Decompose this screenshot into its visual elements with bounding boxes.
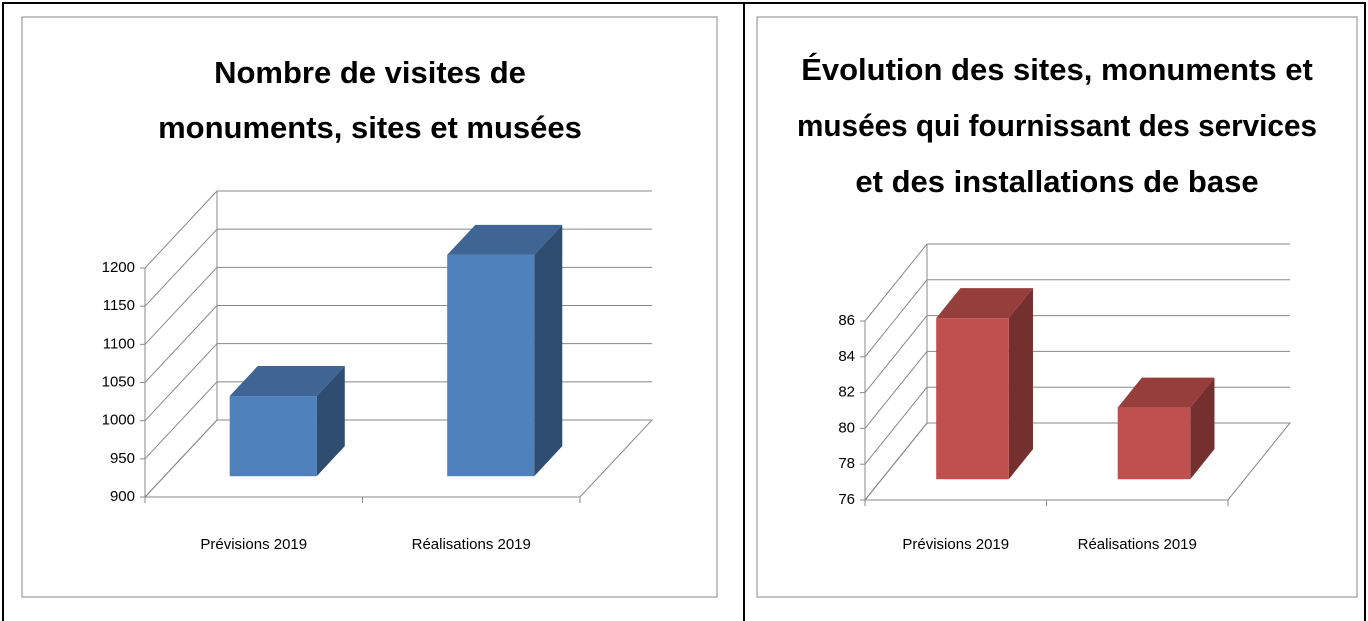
x-tick-label: Prévisions 2019 bbox=[902, 536, 1009, 553]
y-tick-label: 1050 bbox=[102, 373, 135, 390]
chart-title: Évolution des sites, monuments et bbox=[801, 52, 1313, 87]
bar bbox=[1117, 407, 1191, 480]
grid-line bbox=[864, 315, 928, 393]
x-tick-label: Réalisations 2019 bbox=[412, 536, 531, 553]
bar bbox=[447, 254, 535, 477]
y-tick-label: 1000 bbox=[102, 412, 135, 429]
bar bbox=[229, 396, 317, 477]
y-tick-label: 80 bbox=[838, 419, 855, 436]
x-tick-label: Prévisions 2019 bbox=[200, 536, 307, 553]
bar bbox=[936, 318, 1009, 480]
chart-title: musées qui fournissant des services bbox=[797, 108, 1317, 143]
y-tick-label: 1200 bbox=[102, 259, 135, 276]
grid-line bbox=[144, 190, 218, 269]
y-tick-label: 84 bbox=[838, 348, 855, 365]
bar-top bbox=[229, 366, 345, 397]
bar-side bbox=[1008, 288, 1033, 480]
y-tick-label: 78 bbox=[838, 455, 855, 472]
bar-top bbox=[936, 288, 1033, 319]
grid-line bbox=[864, 243, 928, 322]
chart-title: monuments, sites et musées bbox=[158, 110, 582, 145]
grid-line bbox=[144, 228, 218, 307]
bar-side bbox=[316, 366, 345, 477]
chart-title: et des installations de base bbox=[855, 164, 1258, 199]
y-tick-label: 1150 bbox=[103, 297, 135, 314]
y-tick-label: 1100 bbox=[103, 335, 135, 352]
y-tick-label: 76 bbox=[838, 491, 855, 508]
grid-line bbox=[144, 305, 218, 383]
y-tick-label: 86 bbox=[838, 312, 855, 329]
x-tick-label: Réalisations 2019 bbox=[1078, 536, 1197, 553]
grid-line bbox=[144, 419, 218, 498]
bar-side bbox=[1190, 377, 1215, 480]
chart-title: Nombre de visites de bbox=[214, 55, 526, 90]
grid-line bbox=[144, 343, 218, 422]
grid-line bbox=[864, 279, 928, 358]
chart-panel bbox=[756, 16, 1358, 598]
bar-side bbox=[534, 224, 563, 477]
y-tick-label: 950 bbox=[110, 450, 135, 467]
bar-top bbox=[1117, 377, 1215, 408]
chart-panel bbox=[21, 16, 718, 598]
grid-line bbox=[864, 386, 928, 465]
bar-top bbox=[447, 224, 563, 255]
y-tick-label: 900 bbox=[110, 488, 135, 505]
grid-line bbox=[144, 266, 218, 345]
grid-line bbox=[864, 422, 928, 501]
y-tick-label: 82 bbox=[838, 384, 855, 401]
grid-line bbox=[864, 351, 928, 429]
grid-line bbox=[144, 381, 218, 460]
